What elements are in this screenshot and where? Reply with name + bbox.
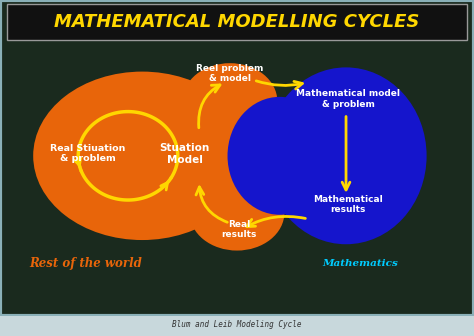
FancyBboxPatch shape — [7, 4, 467, 40]
Ellipse shape — [228, 97, 332, 215]
Text: Mathematical
results: Mathematical results — [313, 195, 383, 214]
Text: Rest of the world: Rest of the world — [29, 257, 142, 270]
Text: Real
results: Real results — [222, 220, 257, 239]
Ellipse shape — [178, 82, 249, 229]
Ellipse shape — [33, 72, 251, 240]
Text: Real Stiuation
& problem: Real Stiuation & problem — [50, 144, 126, 163]
Text: MATHEMATICAL MODELLING CYCLES: MATHEMATICAL MODELLING CYCLES — [55, 13, 419, 31]
Ellipse shape — [190, 175, 284, 251]
Text: Mathematics: Mathematics — [322, 259, 398, 268]
Text: Stuation
Model: Stuation Model — [160, 143, 210, 165]
FancyBboxPatch shape — [0, 0, 474, 316]
Ellipse shape — [182, 63, 277, 139]
Text: Blum and Leib Modeling Cycle: Blum and Leib Modeling Cycle — [172, 320, 302, 329]
Text: Reel problem
& model: Reel problem & model — [196, 64, 264, 83]
Ellipse shape — [265, 68, 427, 244]
Text: Mathematical model
& problem: Mathematical model & problem — [296, 89, 401, 109]
